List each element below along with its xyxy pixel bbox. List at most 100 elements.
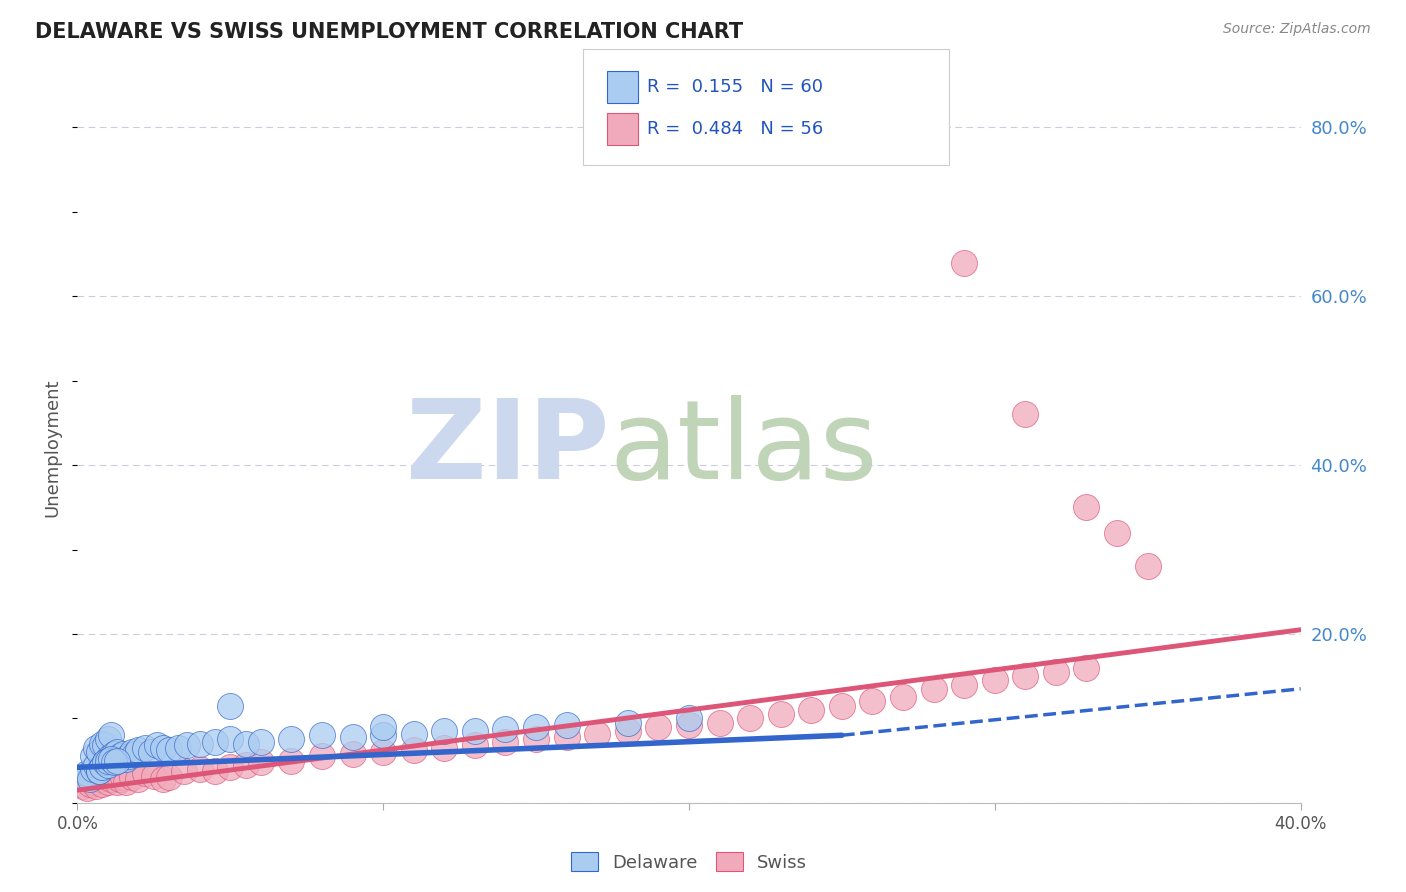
Point	[862, 694, 884, 708]
Point	[464, 724, 486, 739]
Point	[495, 735, 517, 749]
Point	[94, 739, 117, 753]
Text: R =  0.155   N = 60: R = 0.155 N = 60	[647, 78, 823, 96]
Point	[139, 745, 162, 759]
Point	[127, 743, 149, 757]
Text: R =  0.484   N = 56: R = 0.484 N = 56	[647, 120, 823, 138]
Point	[678, 711, 700, 725]
Point	[97, 757, 120, 772]
Point	[984, 673, 1007, 688]
Point	[100, 772, 122, 787]
Point	[108, 772, 131, 787]
Point	[142, 769, 165, 783]
Point	[115, 752, 138, 766]
Point	[103, 771, 125, 785]
Point	[90, 760, 112, 774]
Point	[90, 777, 112, 791]
Point	[617, 715, 640, 730]
Text: ZIP: ZIP	[406, 395, 609, 501]
Point	[167, 740, 190, 755]
Point	[235, 737, 257, 751]
Point	[76, 780, 98, 795]
Point	[433, 724, 456, 739]
Point	[112, 771, 135, 785]
Point	[402, 743, 425, 757]
Point	[280, 732, 302, 747]
Point	[84, 779, 107, 793]
Point	[94, 756, 117, 770]
Point	[124, 747, 146, 761]
Point	[87, 764, 110, 778]
Point	[157, 743, 180, 757]
Point	[82, 762, 104, 776]
Point	[891, 690, 914, 705]
Point	[235, 757, 257, 772]
Point	[76, 766, 98, 780]
Point	[97, 752, 120, 766]
Point	[100, 728, 122, 742]
Point	[402, 726, 425, 740]
Point	[72, 771, 94, 785]
Point	[87, 764, 110, 778]
Point	[84, 757, 107, 772]
Point	[953, 255, 976, 269]
Point	[146, 739, 169, 753]
Point	[740, 711, 762, 725]
Point	[586, 726, 609, 740]
Point	[79, 777, 101, 791]
Point	[84, 740, 107, 755]
Point	[1014, 669, 1036, 683]
Point	[831, 698, 853, 713]
Point	[87, 772, 110, 787]
Point	[204, 764, 226, 778]
Point	[115, 774, 138, 789]
Point	[1045, 665, 1067, 679]
Point	[100, 749, 122, 764]
Point	[188, 762, 211, 776]
Point	[219, 732, 242, 747]
Point	[105, 774, 128, 789]
Point	[112, 747, 135, 761]
Point	[342, 747, 364, 761]
Point	[134, 766, 156, 780]
Point	[72, 779, 94, 793]
Legend: Delaware, Swiss: Delaware, Swiss	[571, 853, 807, 871]
Point	[371, 720, 394, 734]
Point	[173, 764, 195, 778]
Point	[311, 728, 333, 742]
Text: atlas: atlas	[609, 395, 877, 501]
Point	[953, 678, 976, 692]
Point	[280, 754, 302, 768]
Point	[709, 715, 731, 730]
Point	[105, 745, 128, 759]
Point	[1107, 525, 1129, 540]
Point	[97, 732, 120, 747]
Point	[1076, 661, 1098, 675]
Point	[105, 754, 128, 768]
Point	[90, 737, 112, 751]
Point	[87, 745, 110, 759]
Point	[118, 749, 141, 764]
Point	[250, 756, 273, 770]
Point	[188, 737, 211, 751]
Point	[90, 760, 112, 774]
Point	[94, 756, 117, 770]
Point	[922, 681, 945, 696]
Point	[152, 772, 174, 787]
Point	[371, 728, 394, 742]
Point	[1076, 500, 1098, 515]
Point	[127, 772, 149, 787]
Point	[204, 735, 226, 749]
Point	[103, 756, 125, 770]
Point	[555, 730, 578, 744]
Point	[97, 774, 120, 789]
Point	[152, 740, 174, 755]
Point	[108, 749, 131, 764]
Point	[495, 722, 517, 736]
Point	[1136, 559, 1159, 574]
Point	[176, 739, 198, 753]
Point	[103, 747, 125, 761]
Point	[250, 735, 273, 749]
Point	[311, 749, 333, 764]
Point	[464, 739, 486, 753]
